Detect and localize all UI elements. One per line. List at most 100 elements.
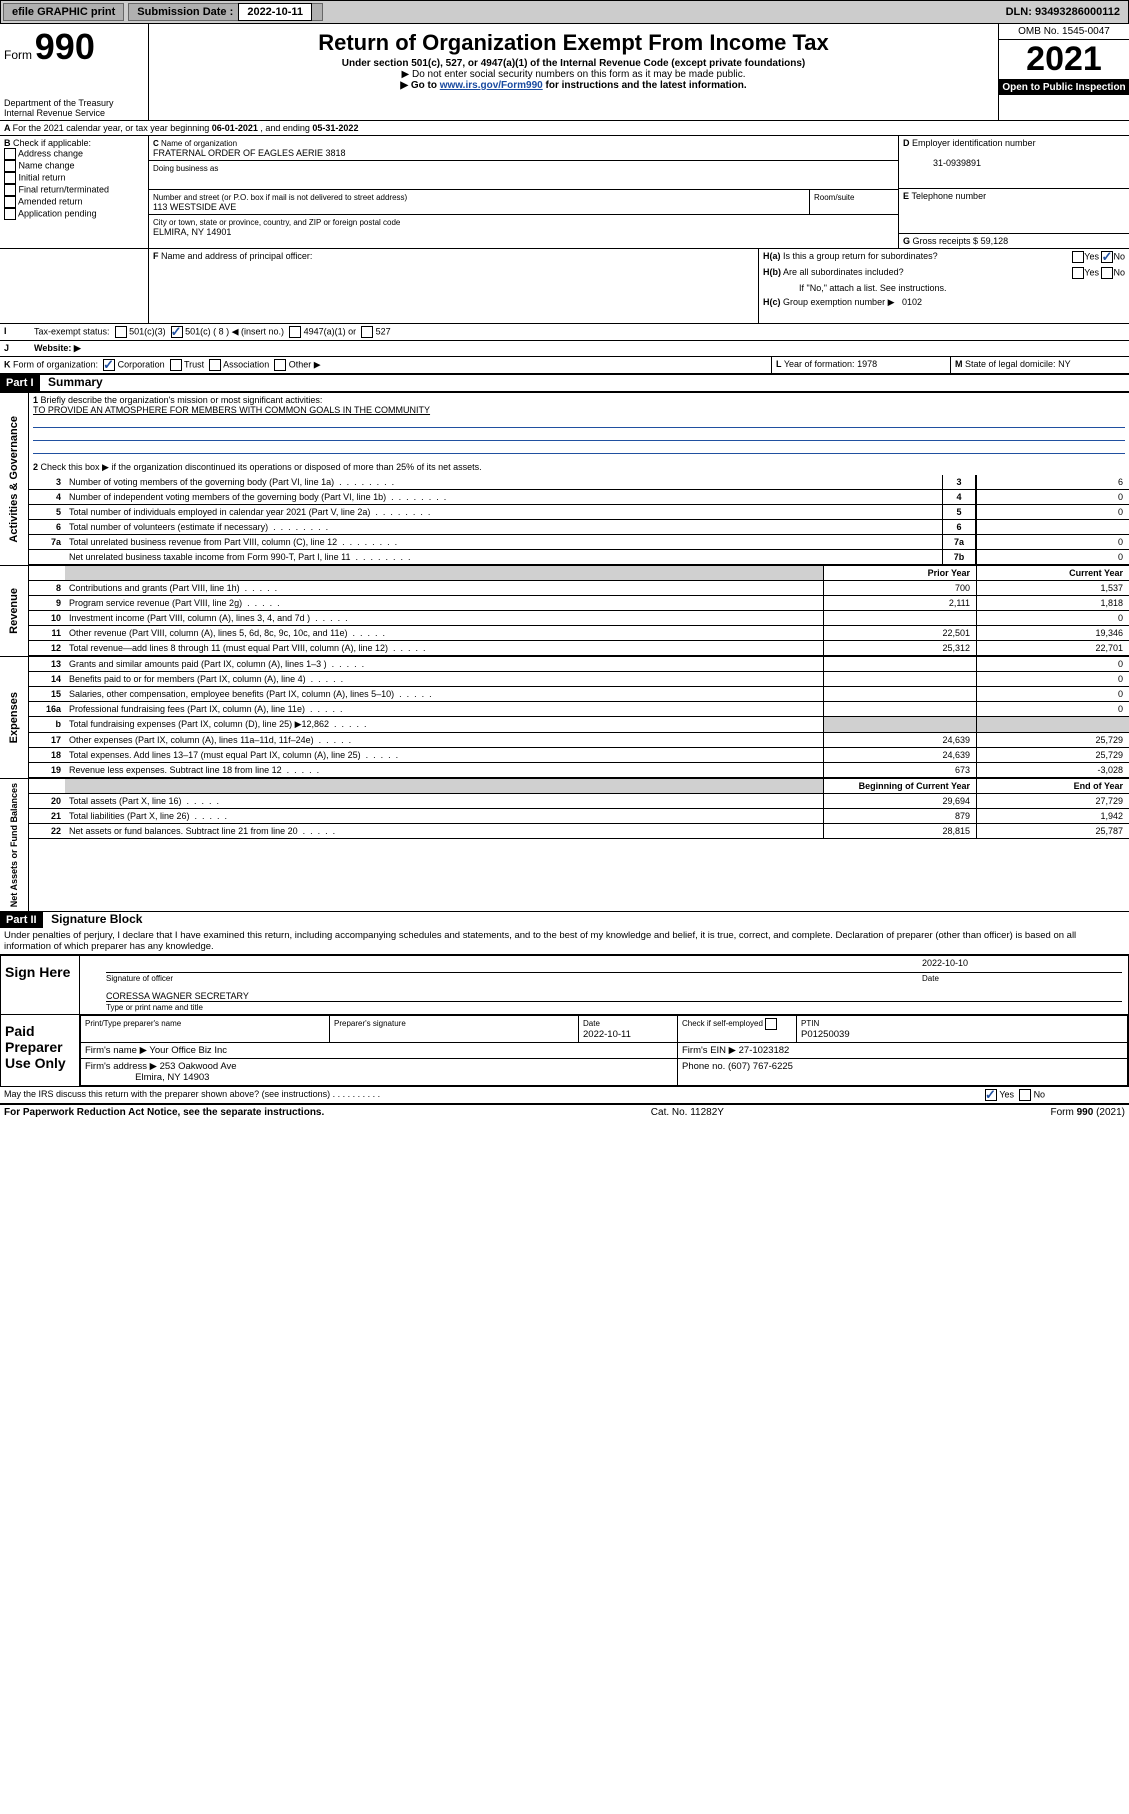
- chk-initial[interactable]: [4, 172, 16, 184]
- b-opt-5: Application pending: [18, 208, 97, 218]
- chk-hb-yes[interactable]: [1072, 267, 1084, 279]
- chk-ha-no[interactable]: [1101, 251, 1113, 263]
- chk-pending[interactable]: [4, 208, 16, 220]
- d-label: Employer identification number: [912, 138, 1036, 148]
- footer-mid: Cat. No. 11282Y: [651, 1107, 724, 1118]
- mission: TO PROVIDE AN ATMOSPHERE FOR MEMBERS WIT…: [33, 405, 430, 415]
- table-row: 5 Total number of individuals employed i…: [29, 505, 1129, 520]
- form-word: Form: [4, 48, 32, 62]
- paid-preparer-label: Paid Preparer Use Only: [1, 1015, 80, 1086]
- chk-assoc[interactable]: [209, 359, 221, 371]
- chk-other[interactable]: [274, 359, 286, 371]
- firm-name-lbl: Firm's name ▶: [85, 1045, 147, 1056]
- chk-corp[interactable]: [103, 359, 115, 371]
- block-f-h: F Name and address of principal officer:…: [0, 249, 1129, 324]
- table-row: 7a Total unrelated business revenue from…: [29, 535, 1129, 550]
- ptin: P01250039: [801, 1029, 850, 1040]
- submission-date-value: 2022-10-11: [238, 3, 312, 21]
- e-label: Telephone number: [912, 191, 987, 201]
- table-row: 9 Program service revenue (Part VIII, li…: [29, 596, 1129, 611]
- goto-pre: ▶ Go to: [400, 80, 439, 91]
- pt-name-lbl: Print/Type preparer's name: [85, 1019, 181, 1028]
- q1: Briefly describe the organization's miss…: [41, 395, 323, 405]
- section-revenue: Revenue Prior Year Current Year 8 Contri…: [0, 565, 1129, 656]
- k-opt-2: Association: [223, 359, 269, 369]
- goto-line: ▶ Go to www.irs.gov/Form990 for instruct…: [153, 80, 994, 91]
- top-bar: efile GRAPHIC print Submission Date : 20…: [0, 0, 1129, 24]
- col-end: End of Year: [976, 779, 1129, 793]
- hb-note: If "No," attach a list. See instructions…: [759, 281, 1129, 295]
- discuss-q: May the IRS discuss this return with the…: [4, 1089, 330, 1099]
- ha-yes: Yes: [1084, 251, 1099, 261]
- footer-right: Form 990 (2021): [1051, 1107, 1125, 1118]
- line-a: A For the 2021 calendar year, or tax yea…: [0, 121, 1129, 136]
- chk-501c3[interactable]: [115, 326, 127, 338]
- hb-yes: Yes: [1084, 267, 1099, 277]
- firm-addr2: Elmira, NY 14903: [135, 1072, 209, 1083]
- chk-amended[interactable]: [4, 196, 16, 208]
- city-state-zip: ELMIRA, NY 14901: [153, 227, 231, 237]
- ha-no: No: [1113, 251, 1125, 261]
- firm-addr-lbl: Firm's address ▶: [85, 1061, 157, 1072]
- pt-sig-lbl: Preparer's signature: [334, 1019, 406, 1028]
- sign-here-label: Sign Here: [1, 956, 80, 1014]
- line-j: J Website: ▶: [0, 341, 1129, 357]
- chk-discuss-no[interactable]: [1019, 1089, 1031, 1101]
- table-row: 12 Total revenue—add lines 8 through 11 …: [29, 641, 1129, 656]
- g-label: Gross receipts $: [913, 236, 979, 246]
- discuss-yes: Yes: [999, 1090, 1014, 1100]
- discuss-row: May the IRS discuss this return with the…: [0, 1087, 1129, 1104]
- chk-hb-no[interactable]: [1101, 267, 1113, 279]
- table-row: 13 Grants and similar amounts paid (Part…: [29, 657, 1129, 672]
- discuss-no: No: [1034, 1090, 1046, 1100]
- part2-badge: Part II: [0, 912, 43, 928]
- chk-final[interactable]: [4, 184, 16, 196]
- pt-date-lbl: Date: [583, 1019, 600, 1028]
- irs-link[interactable]: www.irs.gov/Form990: [440, 80, 543, 91]
- chk-501c[interactable]: [171, 326, 183, 338]
- chk-527[interactable]: [361, 326, 373, 338]
- table-row: Net unrelated business taxable income fr…: [29, 550, 1129, 565]
- chk-trust[interactable]: [170, 359, 182, 371]
- l-label: Year of formation:: [784, 359, 855, 369]
- preparer-row-2: Firm's name ▶ Your Office Biz Inc Firm's…: [81, 1043, 1128, 1059]
- chk-self-employed[interactable]: [765, 1018, 777, 1030]
- m-value: NY: [1058, 359, 1071, 369]
- efile-print-button[interactable]: efile GRAPHIC print: [3, 3, 124, 21]
- col-prior: Prior Year: [823, 566, 976, 580]
- chk-name-change[interactable]: [4, 160, 16, 172]
- sig-date: 2022-10-10: [922, 958, 968, 968]
- submission-date-label: Submission Date : 2022-10-11: [128, 3, 323, 21]
- section-governance: Activities & Governance 1 Briefly descri…: [0, 392, 1129, 565]
- room-lbl: Room/suite: [814, 193, 854, 202]
- chk-address-change[interactable]: [4, 148, 16, 160]
- declaration: Under penalties of perjury, I declare th…: [0, 928, 1129, 954]
- m-label: State of legal domicile:: [965, 359, 1056, 369]
- chk-ha-yes[interactable]: [1072, 251, 1084, 263]
- sig-date-lbl: Date: [922, 974, 939, 983]
- b-opt-3: Final return/terminated: [19, 184, 110, 194]
- part1-title: Summary: [42, 373, 109, 391]
- omb-number: OMB No. 1545-0047: [999, 24, 1129, 39]
- under-section: Under section 501(c), 527, or 4947(a)(1)…: [153, 58, 994, 69]
- paid-preparer-block: Paid Preparer Use Only Print/Type prepar…: [0, 1015, 1129, 1087]
- net-label: Net Assets or Fund Balances: [9, 779, 19, 911]
- b-opt-4: Amended return: [18, 196, 83, 206]
- part1-badge: Part I: [0, 375, 40, 391]
- chk-discuss-yes[interactable]: [985, 1089, 997, 1101]
- k-opt-1: Trust: [184, 359, 204, 369]
- block-b-through-g: B Check if applicable: Address change Na…: [0, 136, 1129, 249]
- form-number: 990: [35, 26, 95, 67]
- hb-no: No: [1113, 267, 1125, 277]
- ha-label: Is this a group return for subordinates?: [783, 251, 938, 261]
- f-label: Name and address of principal officer:: [161, 251, 312, 261]
- pt-date: 2022-10-11: [583, 1029, 631, 1040]
- i-opt-1: 501(c) ( 8 ) ◀ (insert no.): [185, 326, 284, 336]
- firm-name: Your Office Biz Inc: [149, 1045, 227, 1056]
- i-label: Tax-exempt status:: [34, 326, 110, 336]
- preparer-row-3: Firm's address ▶ 253 Oakwood Ave Elmira,…: [81, 1059, 1128, 1086]
- addr-lbl: Number and street (or P.O. box if mail i…: [153, 193, 407, 202]
- form-header: Form 990 Department of the Treasury Inte…: [0, 24, 1129, 121]
- chk-4947[interactable]: [289, 326, 301, 338]
- table-row: 10 Investment income (Part VIII, column …: [29, 611, 1129, 626]
